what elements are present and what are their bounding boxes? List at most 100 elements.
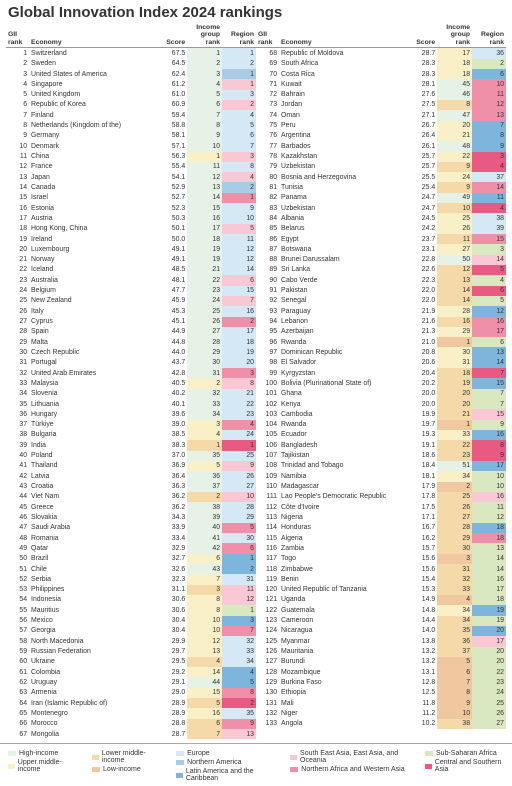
economy-name: Belgium xyxy=(29,286,155,296)
table-row: 106Bangladesh19.1228 xyxy=(256,440,506,450)
economy-name: Norway xyxy=(29,255,155,265)
economy-name: Nigeria xyxy=(279,512,405,522)
economy-name: Bahrain xyxy=(279,90,405,100)
gii-rank: 28 xyxy=(6,327,29,337)
region-rank: 2 xyxy=(472,59,506,69)
income-rank: 49 xyxy=(437,193,472,203)
region-rank: 6 xyxy=(222,131,256,141)
gii-rank: 34 xyxy=(6,389,29,399)
region-rank: 20 xyxy=(222,358,256,368)
economy-name: Lao People's Democratic Republic xyxy=(279,492,405,502)
table-row: 81Tunisia25.4914 xyxy=(256,182,506,192)
economy-name: Rwanda xyxy=(279,420,405,430)
gii-rank: 43 xyxy=(6,482,29,492)
gii-rank: 90 xyxy=(256,275,279,285)
th-gii: GII rank xyxy=(6,23,29,48)
gii-rank: 3 xyxy=(6,69,29,79)
region-rank: 14 xyxy=(472,255,506,265)
income-rank: 32 xyxy=(437,574,472,584)
table-row: 59Russian Federation29.71333 xyxy=(6,647,256,657)
score-value: 38.5 xyxy=(155,430,188,440)
economy-name: Kuwait xyxy=(279,79,405,89)
gii-rank: 50 xyxy=(6,554,29,564)
gii-rank: 39 xyxy=(6,440,29,450)
economy-name: Burkina Faso xyxy=(279,677,405,687)
region-rank: 14 xyxy=(472,564,506,574)
gii-rank: 42 xyxy=(6,471,29,481)
region-rank: 5 xyxy=(222,224,256,234)
table-row: 24Belgium47.72315 xyxy=(6,286,256,296)
region-rank: 7 xyxy=(472,121,506,131)
score-value: 13.2 xyxy=(405,647,438,657)
region-rank: 2 xyxy=(222,698,256,708)
table-row: 5United Kingdom61.053 xyxy=(6,90,256,100)
income-rank: 47 xyxy=(437,110,472,120)
economy-name: Luxembourg xyxy=(29,244,155,254)
gii-rank: 29 xyxy=(6,337,29,347)
table-row: 52Serbia32.3731 xyxy=(6,574,256,584)
gii-rank: 128 xyxy=(256,667,279,677)
gii-rank: 48 xyxy=(6,533,29,543)
economy-name: Mexico xyxy=(29,616,155,626)
region-rank: 19 xyxy=(222,347,256,357)
economy-name: Myanmar xyxy=(279,636,405,646)
score-value: 29.9 xyxy=(155,636,188,646)
table-row: 126Mauritania13.23720 xyxy=(256,647,506,657)
table-row: 131Mali11.8925 xyxy=(256,698,506,708)
table-row: 51Chile32.6432 xyxy=(6,564,256,574)
legend-swatch xyxy=(92,755,99,760)
income-rank: 7 xyxy=(187,574,222,584)
legend-swatch xyxy=(425,764,432,769)
score-value: 26.1 xyxy=(405,141,438,151)
income-rank: 24 xyxy=(187,296,222,306)
income-rank: 22 xyxy=(437,152,472,162)
table-row: 87Botswana23.1273 xyxy=(256,244,506,254)
score-value: 10.2 xyxy=(405,719,438,729)
gii-rank: 38 xyxy=(6,430,29,440)
score-value: 29.0 xyxy=(155,688,188,698)
income-rank: 33 xyxy=(437,585,472,595)
economy-name: Belarus xyxy=(279,224,405,234)
gii-rank: 95 xyxy=(256,327,279,337)
legend-label: Northern Africa and Western Asia xyxy=(301,766,404,773)
region-rank: 36 xyxy=(472,48,506,59)
economy-name: Tunisia xyxy=(279,182,405,192)
gii-rank: 123 xyxy=(256,616,279,626)
region-rank: 26 xyxy=(222,471,256,481)
economy-name: Madagascar xyxy=(279,482,405,492)
economy-name: Pakistan xyxy=(279,286,405,296)
region-rank: 4 xyxy=(222,420,256,430)
score-value: 28.7 xyxy=(405,48,438,59)
gii-rank: 88 xyxy=(256,255,279,265)
score-value: 21.9 xyxy=(405,306,438,316)
economy-name: Namibia xyxy=(279,471,405,481)
region-rank: 1 xyxy=(222,193,256,203)
score-value: 15.3 xyxy=(405,585,438,595)
region-rank: 27 xyxy=(472,719,506,729)
gii-rank: 100 xyxy=(256,378,279,388)
economy-name: Viet Nam xyxy=(29,492,155,502)
region-rank: 5 xyxy=(222,677,256,687)
income-rank: 27 xyxy=(437,512,472,522)
economy-name: Peru xyxy=(279,121,405,131)
income-rank: 23 xyxy=(437,451,472,461)
economy-name: Senegal xyxy=(279,296,405,306)
region-rank: 18 xyxy=(472,595,506,605)
score-value: 29.5 xyxy=(155,657,188,667)
income-rank: 10 xyxy=(187,141,222,151)
table-row: 117Togo15.6314 xyxy=(256,554,506,564)
region-rank: 28 xyxy=(222,502,256,512)
table-row: 10Denmark57.1107 xyxy=(6,141,256,151)
table-row: 19Ireland50.01811 xyxy=(6,234,256,244)
income-rank: 15 xyxy=(187,688,222,698)
gii-rank: 77 xyxy=(256,141,279,151)
economy-name: Cyprus xyxy=(29,317,155,327)
table-row: 85Belarus24.22639 xyxy=(256,224,506,234)
gii-rank: 126 xyxy=(256,647,279,657)
income-rank: 24 xyxy=(437,172,472,182)
score-value: 28.7 xyxy=(155,729,188,739)
income-rank: 12 xyxy=(187,172,222,182)
region-rank: 4 xyxy=(472,162,506,172)
region-rank: 39 xyxy=(472,224,506,234)
income-rank: 31 xyxy=(437,358,472,368)
